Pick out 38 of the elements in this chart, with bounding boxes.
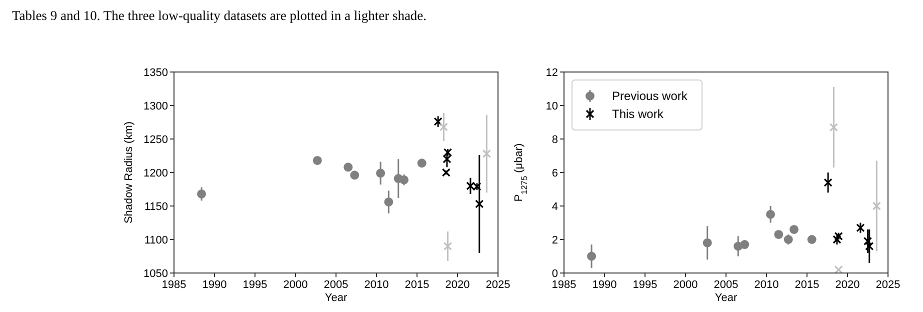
x-tick-label: 2015 [404, 279, 430, 291]
x-axis-title: Year [324, 292, 348, 304]
y-tick-label: 0 [552, 268, 558, 280]
x-tick-label: 2010 [364, 279, 389, 291]
y-tick-label: 4 [552, 201, 558, 213]
legend-label: This work [612, 107, 664, 121]
y-tick-label: 1350 [144, 67, 168, 79]
y-tick-label: 1200 [144, 168, 168, 180]
x-tick-label: 1985 [162, 279, 186, 291]
y-tick-label: 8 [552, 134, 558, 146]
text: Tables 9 and 10. The three low-quality datasets are plotted in a lighter shade. [12, 8, 427, 23]
y-tick-label: 1050 [144, 268, 168, 280]
x-tick-label: 2005 [324, 279, 348, 291]
x-tick-label: 1985 [552, 279, 576, 291]
y-tick-label: 1150 [144, 201, 168, 213]
x-tick-label: 2020 [445, 279, 470, 291]
y-tick-label: 1250 [144, 134, 168, 146]
y-tick-label: 10 [546, 100, 558, 112]
x-tick-label: 2000 [283, 279, 308, 291]
x-tick-label: 2015 [794, 279, 820, 291]
legend-label: Previous work [612, 89, 688, 103]
x-tick-label: 2025 [486, 279, 510, 291]
x-axis-title: Year [714, 292, 738, 304]
x-tick-label: 1990 [592, 279, 617, 291]
x-tick-label: 2000 [673, 279, 698, 291]
x-tick-label: 2005 [714, 279, 738, 291]
y-axis-title: Shadow Radius (km) [123, 121, 135, 224]
x-tick-label: 1995 [632, 279, 658, 291]
x-tick-label: 1990 [202, 279, 227, 291]
y-tick-label: 1300 [144, 100, 168, 112]
y-tick-label: 6 [552, 168, 558, 180]
y-tick-label: 2 [552, 234, 558, 246]
x-tick-label: 2010 [754, 279, 779, 291]
x-tick-label: 1995 [242, 279, 268, 291]
y-tick-label: 12 [546, 67, 558, 79]
x-tick-label: 2025 [876, 279, 900, 291]
y-tick-label: 1100 [144, 234, 168, 246]
x-tick-label: 2020 [835, 279, 860, 291]
